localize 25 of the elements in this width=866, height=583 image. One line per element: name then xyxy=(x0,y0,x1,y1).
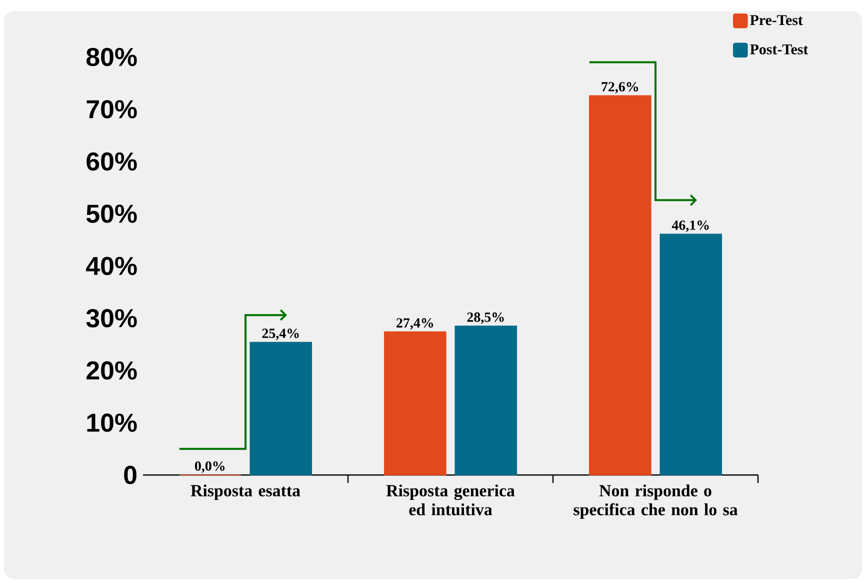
data-label: 27,4% xyxy=(396,318,434,330)
legend-label: Post-Test xyxy=(750,44,808,54)
x-tick-label: Risposta generica ed intuitiva xyxy=(386,484,515,516)
y-tick-label: 60% xyxy=(86,152,137,171)
data-label: 46,1% xyxy=(672,220,709,232)
bar xyxy=(384,331,446,476)
data-label: 25,4% xyxy=(262,328,299,340)
x-tick-label: Risposta esatta xyxy=(190,484,300,500)
bar xyxy=(588,95,652,476)
bar xyxy=(454,326,518,476)
data-label: 28,5% xyxy=(467,312,504,324)
y-tick-label: 0 xyxy=(124,466,136,484)
bar xyxy=(250,342,312,476)
data-label: 72,6% xyxy=(602,82,638,94)
y-tick-label: 50% xyxy=(86,204,137,223)
data-label: 0,0% xyxy=(194,461,225,473)
y-tick-label: 40% xyxy=(86,256,137,276)
y-tick-label: 20% xyxy=(86,361,137,380)
x-tick-label: Non risponde o specifica che non lo sa xyxy=(574,484,738,519)
y-tick-label: 10% xyxy=(87,414,137,432)
y-tick-label: 70% xyxy=(86,100,137,118)
y-tick-label: 80% xyxy=(86,48,137,66)
bar xyxy=(660,234,722,476)
legend-label: Pre-Test xyxy=(750,15,803,26)
y-tick-label: 30% xyxy=(86,309,137,328)
